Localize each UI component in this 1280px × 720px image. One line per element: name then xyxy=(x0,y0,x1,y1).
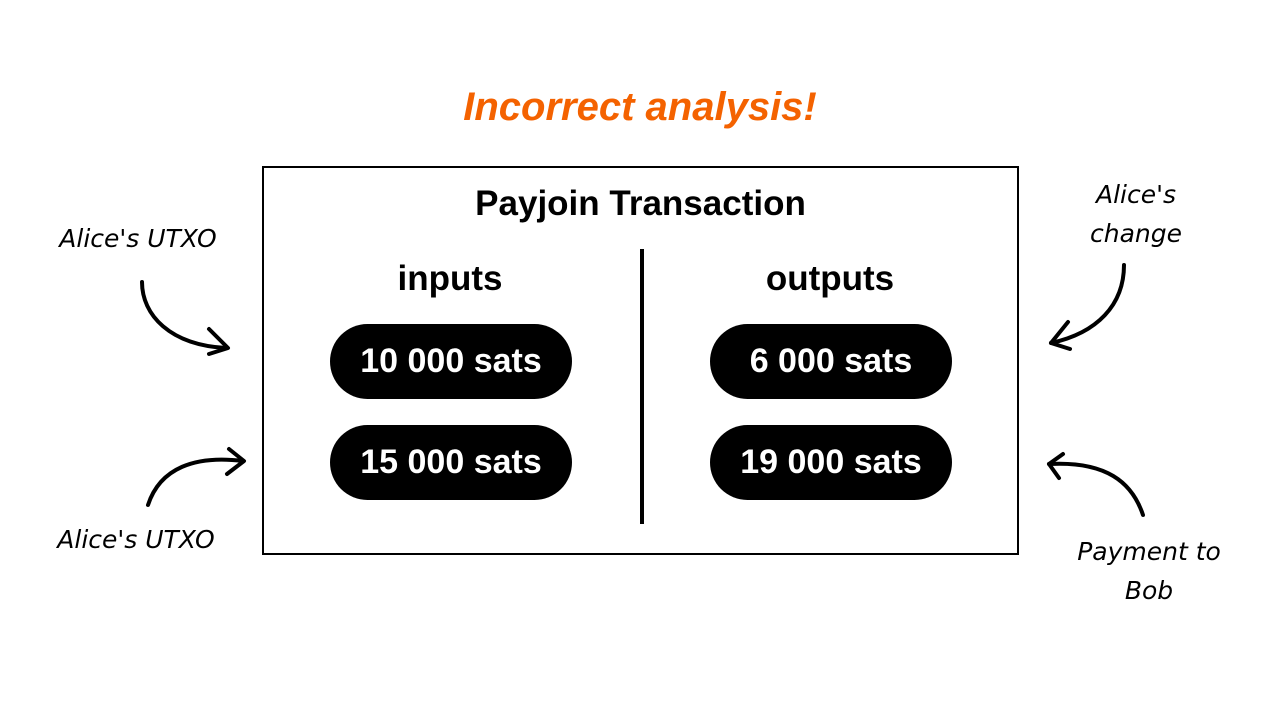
output-pill-2: 19 000 sats xyxy=(710,425,952,500)
outputs-heading: outputs xyxy=(765,259,895,298)
output-top-annotation-line-2: change xyxy=(1089,219,1182,248)
output-bottom-annotation-line-2: Bob xyxy=(1124,576,1174,605)
output-top-annotation: Alice's change xyxy=(1056,175,1216,253)
output-top-annotation-line-1: Alice's xyxy=(1095,180,1177,209)
diagram-heading: Incorrect analysis! xyxy=(463,85,817,129)
arrow-from-output-2 xyxy=(1047,452,1145,517)
arrow-to-input-2 xyxy=(146,447,246,507)
transaction-box: Payjoin Transaction inputs outputs 10 00… xyxy=(262,166,1019,555)
arrow-from-output-1 xyxy=(1049,263,1126,351)
output-bottom-annotation: Payment to Bob xyxy=(1064,532,1234,610)
inputs-outputs-divider xyxy=(640,249,644,524)
output-pill-1: 6 000 sats xyxy=(710,324,952,399)
output-bottom-annotation-line-1: Payment to xyxy=(1077,537,1221,566)
input-pill-2: 15 000 sats xyxy=(330,425,572,500)
input-bottom-annotation: Alice's UTXO xyxy=(57,525,215,554)
input-pill-1: 10 000 sats xyxy=(330,324,572,399)
inputs-heading: inputs xyxy=(397,259,503,298)
arrow-to-input-1 xyxy=(140,280,230,356)
input-top-annotation: Alice's UTXO xyxy=(59,224,217,253)
transaction-title: Payjoin Transaction xyxy=(475,184,806,223)
